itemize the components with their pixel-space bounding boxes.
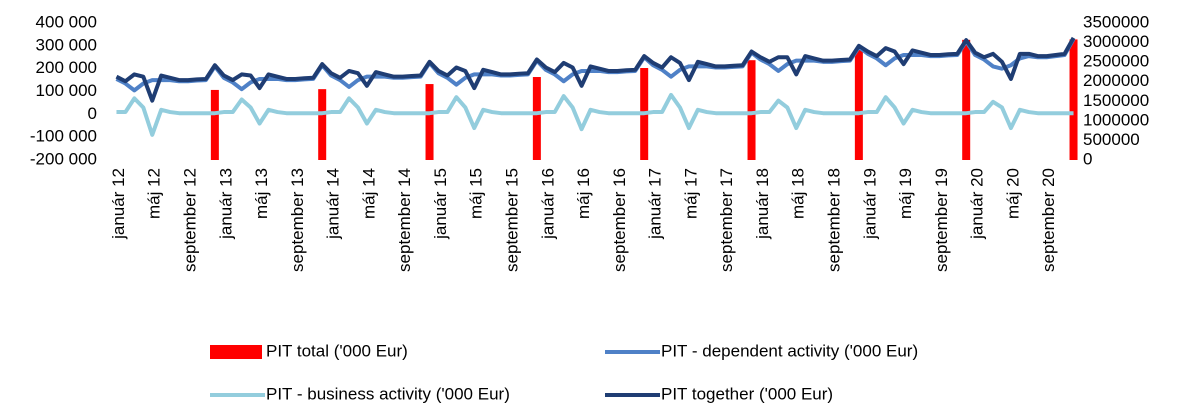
- bar: [1069, 39, 1078, 160]
- bar: [210, 89, 219, 160]
- x-tick-label: september 14: [395, 168, 414, 272]
- line: [116, 92, 1074, 137]
- x-tick-label: september 15: [503, 168, 522, 272]
- x-tick-label: september 17: [717, 168, 736, 272]
- x-tick-label: január 20: [968, 168, 987, 240]
- x-tick-label: január 17: [646, 168, 665, 240]
- x-tick-label: máj 14: [359, 168, 378, 219]
- x-tick-label: január 13: [216, 168, 235, 240]
- y2-tick-label: 1500000: [1083, 91, 1149, 110]
- y-tick-label: 200 000: [36, 58, 97, 77]
- bar: [747, 60, 756, 160]
- x-tick-label: január 19: [860, 168, 879, 240]
- x-tick-label: máj 13: [252, 168, 271, 219]
- x-tick-label: január 16: [538, 168, 557, 240]
- x-tick-label: január 12: [109, 168, 128, 240]
- x-tick-label: január 14: [324, 168, 343, 240]
- y2-tick-label: 3500000: [1083, 12, 1149, 31]
- y-tick-label: 100 000: [36, 81, 97, 100]
- x-tick-label: máj 19: [896, 168, 915, 219]
- x-tick-label: január 18: [753, 168, 772, 240]
- bar: [318, 89, 327, 160]
- y2-tick-label: 2500000: [1083, 52, 1149, 71]
- legend-label: PIT - dependent activity ('000 Eur): [661, 341, 918, 360]
- bar: [854, 48, 863, 160]
- legend-label: PIT together ('000 Eur): [661, 384, 833, 403]
- x-tick-label: september 19: [932, 168, 951, 272]
- y-tick-label: 400 000: [36, 12, 97, 31]
- x-tick-label: január 15: [431, 168, 450, 240]
- x-tick-label: máj 12: [145, 168, 164, 219]
- legend-label: PIT total ('000 Eur): [266, 341, 408, 360]
- x-tick-label: september 13: [288, 168, 307, 272]
- x-tick-label: september 20: [1039, 168, 1058, 272]
- y-tick-label: 300 000: [36, 35, 97, 54]
- y2-tick-label: 0: [1083, 149, 1092, 168]
- x-tick-label: máj 20: [1003, 168, 1022, 219]
- line: [115, 36, 1076, 103]
- x-tick-label: máj 16: [574, 168, 593, 219]
- y-tick-label: -100 000: [30, 127, 97, 146]
- y-tick-label: 0: [88, 104, 97, 123]
- legend-marker: [210, 345, 262, 359]
- x-tick-label: september 12: [181, 168, 200, 272]
- y2-tick-label: 500000: [1083, 130, 1140, 149]
- x-tick-label: september 16: [610, 168, 629, 272]
- x-tick-label: máj 17: [681, 168, 700, 219]
- bar: [962, 39, 971, 160]
- x-tick-label: máj 18: [789, 168, 808, 219]
- y2-tick-label: 1000000: [1083, 110, 1149, 129]
- x-tick-label: máj 15: [467, 168, 486, 219]
- bar: [532, 77, 541, 160]
- x-tick-label: september 18: [825, 168, 844, 272]
- legend-label: PIT - business activity ('000 Eur): [266, 384, 510, 403]
- line: [115, 38, 1076, 93]
- y2-tick-label: 2000000: [1083, 71, 1149, 90]
- y2-tick-label: 3000000: [1083, 32, 1149, 51]
- bar: [425, 84, 434, 160]
- y-tick-label: -200 000: [30, 149, 97, 168]
